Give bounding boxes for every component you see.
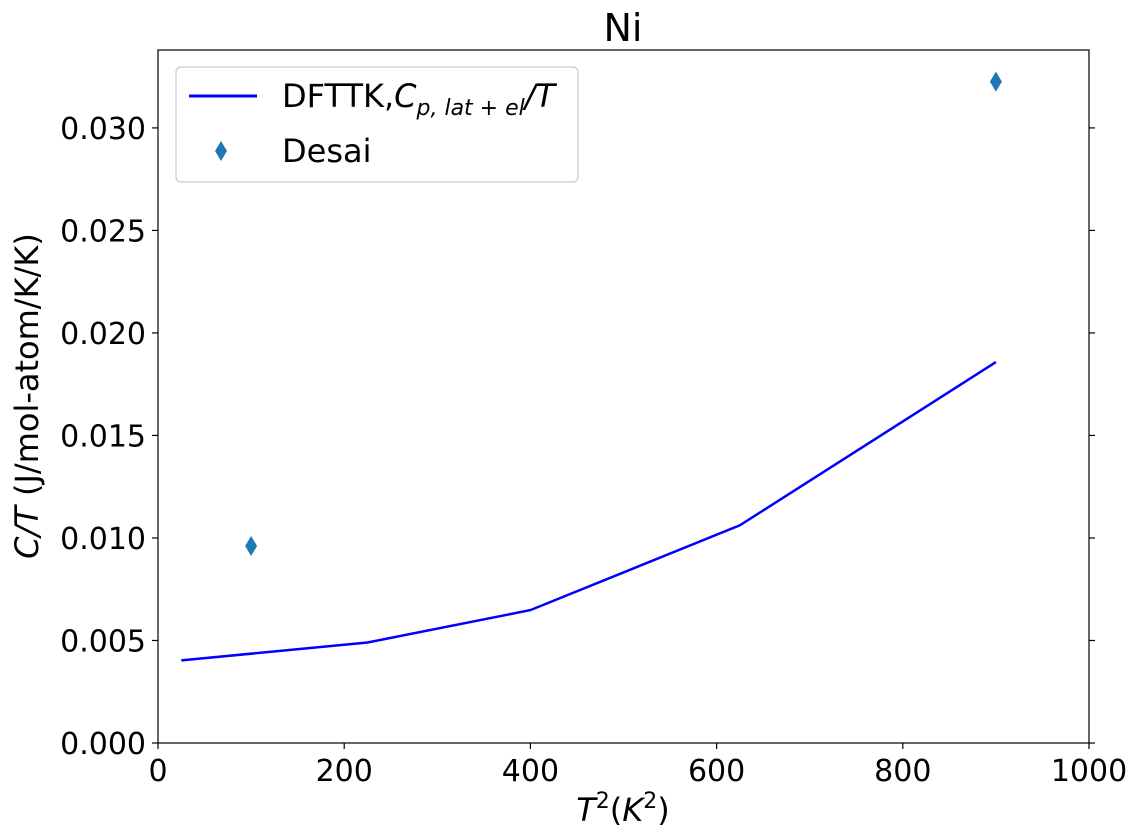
series-line-dfttk bbox=[181, 361, 997, 662]
legend: DFTTK,Cp, lat + el/T Desai bbox=[175, 66, 579, 183]
plot-area-frame bbox=[157, 49, 1090, 744]
chart-title: Ni bbox=[604, 6, 643, 50]
x-axis-title: T2(K2) bbox=[576, 789, 670, 829]
legend-label-dfttk-sub: p, lat + el bbox=[416, 96, 525, 121]
legend-box bbox=[175, 66, 579, 183]
x-axis-title-base: T bbox=[576, 791, 598, 829]
y-tick-label: 0.015 bbox=[60, 419, 146, 454]
y-tick-label: 0.025 bbox=[60, 214, 146, 249]
y-axis-title: C/T (J/mol-atom/K/K) bbox=[8, 233, 46, 559]
x-tick-label: 200 bbox=[316, 754, 373, 789]
series-layer bbox=[181, 71, 1002, 662]
x-tick-label: 600 bbox=[688, 754, 745, 789]
x-axis-title-sup1: 2 bbox=[596, 789, 610, 814]
x-axis-title-k: K bbox=[622, 791, 646, 829]
y-tick-label: 0.010 bbox=[60, 522, 146, 557]
y-tick-label: 0.020 bbox=[60, 317, 146, 352]
x-tick-label: 1000 bbox=[1051, 754, 1127, 789]
y-tick-label: 0.030 bbox=[60, 112, 146, 147]
legend-label-dfttk-c: C bbox=[394, 77, 417, 115]
x-axis-title-open: ( bbox=[610, 791, 622, 829]
legend-label-dfttk: DFTTK,Cp, lat + el/T bbox=[282, 77, 558, 121]
y-axis-title-rest: (J/mol-atom/K/K) bbox=[8, 233, 46, 506]
desai-data-point bbox=[245, 535, 258, 556]
x-axis-title-close: ) bbox=[657, 791, 669, 829]
x-tick-label: 800 bbox=[874, 754, 931, 789]
x-axis-title-sup2: 2 bbox=[643, 789, 657, 814]
x-tick-label: 400 bbox=[502, 754, 559, 789]
x-axis-ticks: 0 200 400 600 800 1000 bbox=[148, 743, 1127, 789]
x-tick-label: 0 bbox=[148, 754, 167, 789]
legend-diamond-marker bbox=[215, 141, 227, 161]
legend-label-desai: Desai bbox=[282, 132, 372, 170]
y-axis-ticks: 0.000 0.005 0.010 0.015 0.020 0.025 0.030 bbox=[60, 112, 1095, 762]
y-tick-label: 0.000 bbox=[60, 727, 146, 762]
y-tick-label: 0.005 bbox=[60, 624, 146, 659]
legend-label-dfttk-prefix: DFTTK, bbox=[282, 77, 394, 115]
desai-data-point bbox=[989, 71, 1002, 92]
y-axis-title-italic: C/T bbox=[8, 504, 46, 559]
legend-label-dfttk-suffix: /T bbox=[522, 77, 558, 115]
